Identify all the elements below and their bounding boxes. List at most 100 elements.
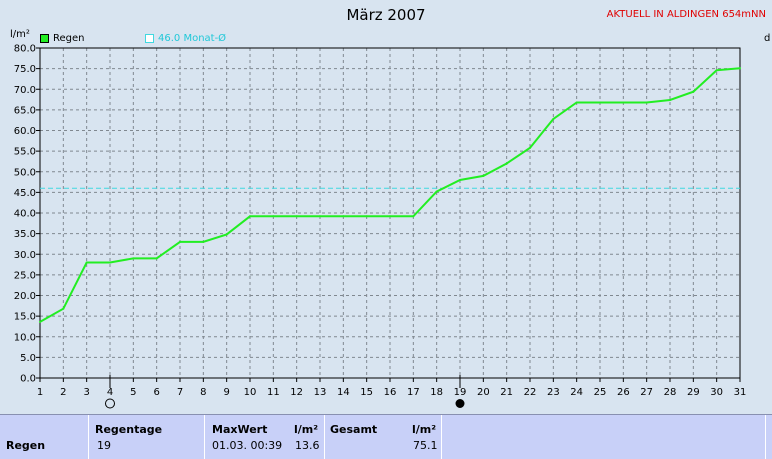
x-tick-label: 12: [290, 387, 303, 398]
x-tick-label: 8: [200, 387, 206, 398]
y-tick-label: 75.0: [14, 64, 36, 75]
right-axis-label: d: [764, 33, 771, 44]
y-axis-unit-label: l/m²: [10, 29, 30, 40]
x-tick-label: 10: [244, 387, 257, 398]
full-moon-icon: [105, 398, 115, 409]
y-tick-label: 40.0: [14, 209, 36, 220]
data-point-regen: [529, 146, 531, 149]
maxwert-cell: MaxWert l/m² 01.03. 00:39 13.6: [205, 415, 325, 459]
x-tick-label: 11: [267, 387, 280, 398]
regentage-cell: Regentage 19: [88, 415, 205, 459]
y-tick-label: 30.0: [14, 250, 36, 261]
table-row-label-cell: Regen: [0, 415, 89, 459]
data-point-regen: [225, 233, 228, 236]
data-point-regen: [319, 215, 321, 218]
data-point-regen: [109, 261, 111, 264]
legend-label-average: 46.0 Monat-Ø: [158, 33, 227, 44]
y-tick-label: 55.0: [14, 147, 36, 158]
gesamt-value: 75.1: [413, 439, 438, 452]
legend-swatch-regen: [40, 34, 49, 43]
legend-item-regen: Regen: [40, 33, 85, 44]
x-tick-label: 1: [37, 387, 43, 398]
y-tick-label: 10.0: [14, 332, 36, 343]
y-tick-label: 45.0: [14, 188, 36, 199]
x-tick-label: 4: [107, 387, 113, 398]
x-tick-label: 20: [477, 387, 490, 398]
data-point-regen: [622, 101, 625, 104]
data-point-regen: [295, 215, 298, 218]
x-tick-label: 30: [710, 387, 723, 398]
row-label: Regen: [6, 439, 46, 452]
x-tick-label: 13: [314, 387, 327, 398]
y-tick-label: 15.0: [14, 312, 36, 323]
data-point-regen: [552, 117, 555, 120]
legend-swatch-average: [145, 34, 154, 43]
maxwert-unit: l/m²: [294, 423, 319, 436]
legend-item-average: 46.0 Monat-Ø: [145, 33, 226, 44]
data-point-regen: [39, 320, 41, 323]
data-point-regen: [155, 257, 158, 260]
data-point-regen: [669, 98, 671, 101]
empty-cell: [442, 415, 766, 459]
x-tick-label: 16: [384, 387, 397, 398]
x-tick-label: 29: [687, 387, 700, 398]
data-point-regen: [202, 240, 205, 243]
x-tick-label: 23: [547, 387, 560, 398]
x-tick-label: 5: [130, 387, 136, 398]
data-point-regen: [272, 215, 275, 218]
maxwert-date: 01.03. 00:39: [212, 439, 283, 452]
y-tick-label: 25.0: [14, 270, 36, 281]
y-tick-label: 60.0: [14, 126, 36, 137]
y-tick-label: 5.0: [20, 353, 36, 364]
x-tick-label: 31: [734, 387, 747, 398]
gesamt-header: Gesamt: [330, 423, 378, 436]
y-tick-label: 35.0: [14, 229, 36, 240]
y-tick-label: 0.0: [20, 374, 36, 385]
x-tick-label: 22: [524, 387, 537, 398]
x-tick-label: 18: [430, 387, 443, 398]
data-point-regen: [505, 162, 508, 165]
regentage-value: 19: [97, 439, 111, 452]
x-tick-label: 6: [153, 387, 159, 398]
data-point-regen: [645, 101, 648, 104]
rain-chart: 0.0 5.0 10.0 15.0 20.0 25.0 30.0 35.0 40.0 45.0 50…: [14, 44, 747, 409]
x-tick-label: 24: [570, 387, 583, 398]
x-tick-label: 21: [500, 387, 513, 398]
data-point-regen: [482, 174, 485, 177]
y-tick-label: 80.0: [14, 44, 36, 55]
legend-label-regen: Regen: [53, 33, 85, 44]
y-tick-label: 70.0: [14, 85, 36, 96]
maxwert-value: 13.6: [295, 439, 320, 452]
x-tick-label: 26: [617, 387, 630, 398]
x-tick-label: 27: [640, 387, 653, 398]
regentage-header: Regentage: [95, 423, 163, 436]
chart-title: März 2007: [346, 6, 426, 24]
x-tick-label: 19: [454, 387, 467, 398]
data-point-regen: [179, 240, 181, 243]
data-point-regen: [62, 307, 65, 310]
gesamt-unit: l/m²: [412, 423, 437, 436]
gesamt-cell: Gesamt l/m² 75.1: [325, 415, 442, 459]
plot-border: [39, 47, 741, 379]
x-tick-label: 9: [223, 387, 229, 398]
data-point-regen: [459, 179, 461, 181]
data-point-regen: [342, 215, 345, 218]
x-tick-label: 17: [407, 387, 420, 398]
data-point-regen: [575, 101, 578, 104]
data-point-regen: [249, 215, 251, 218]
data-point-regen: [739, 67, 741, 70]
x-tick-label: 25: [594, 387, 607, 398]
summary-table: Regen Regentage 19 MaxWert l/m² 01.03. 0…: [0, 414, 772, 459]
x-tick-label: 7: [177, 387, 183, 398]
data-point-regen: [412, 215, 415, 218]
y-tick-label: 65.0: [14, 105, 36, 116]
data-point-regen: [692, 90, 695, 93]
new-moon-icon: [455, 399, 465, 408]
data-point-regen: [389, 215, 391, 218]
station-label: AKTUELL IN ALDINGEN 654mNN: [606, 9, 766, 20]
y-tick-label: 20.0: [14, 291, 36, 302]
data-point-regen: [365, 215, 368, 218]
maxwert-header: MaxWert: [212, 423, 268, 436]
data-point-regen: [435, 190, 438, 193]
data-point-regen: [132, 257, 135, 260]
